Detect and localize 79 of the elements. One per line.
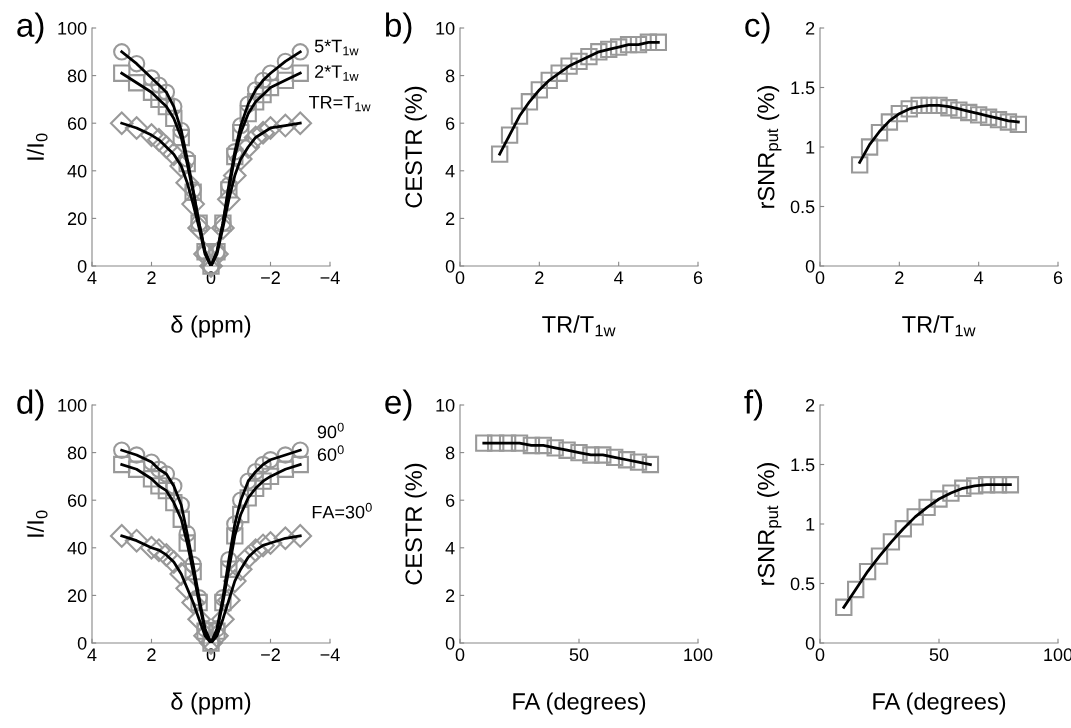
x-tick-label: 6 [693,271,703,285]
y-tick-label: 8 [445,69,455,83]
x-tick-label: −4 [320,271,340,284]
x-tick-label: 4 [974,271,984,284]
series-label: 2*T$_{1w}$ [315,65,359,81]
x-axis-title: FA (degrees) [513,692,646,715]
y-tick-label: 60 [67,117,87,130]
chart-title: a) [17,12,44,44]
x-tick-label: −4 [320,648,340,661]
x-axis-title: δ (ppm) [171,315,251,338]
x-tick-label: 100 [684,648,713,662]
y-tick-label: 10 [436,398,455,412]
y-tick-label: 20 [67,212,87,226]
y-axis-title: rSNR$_{put}$ (%) [757,86,782,208]
y-tick-label: 0 [77,636,87,650]
x-tick-label: 2 [147,648,156,661]
chart-title: d) [17,389,44,421]
y-tick-label: 0 [805,259,815,273]
x-axis-title: FA (degrees) [873,692,1006,715]
x-axis-title: δ (ppm) [171,692,251,715]
y-tick-label: 60 [67,494,87,507]
x-tick-label: 2 [535,271,544,284]
series-label: 60$^{0}$ [317,445,344,461]
x-axis-title: TR/T$_{1w}$ [902,315,976,337]
x-tick-label: 50 [929,648,949,662]
y-tick-label: 0 [77,259,87,273]
y-tick-label: 8 [445,446,455,460]
y-tick-label: 4 [445,541,455,555]
x-tick-label: 50 [569,648,589,662]
series-label: FA=30$^{0}$ [312,502,372,519]
x-tick-label: 0 [455,648,465,662]
y-axis-title: CESTR (%) [404,86,427,208]
x-tick-label: 2 [895,271,904,284]
y-tick-label: 1.5 [791,81,815,95]
y-axis-title: rSNR$_{put}$ (%) [757,463,782,585]
y-tick-label: 6 [446,494,455,507]
y-tick-label: 2 [446,589,455,602]
y-tick-label: 100 [58,21,87,35]
y-tick-label: 2 [446,212,455,225]
x-tick-label: 0 [455,271,465,285]
x-tick-label: 2 [147,271,156,284]
y-tick-label: 0.5 [790,200,815,214]
x-tick-label: 4 [614,271,624,284]
x-tick-label: 4 [87,648,97,661]
chart-title: e) [385,389,412,421]
series-label: 5*T$_{1w}$ [314,39,359,56]
series-label: 90$^{0}$ [317,422,344,439]
y-tick-label: 0 [805,636,815,650]
chart-title: c) [745,12,770,44]
chart-title: b) [385,12,412,44]
y-tick-label: 20 [67,589,87,603]
y-tick-label: 0 [445,636,455,650]
x-tick-label: 0 [815,648,825,662]
y-tick-label: 10 [436,21,455,35]
y-tick-label: 40 [67,541,87,555]
y-tick-label: 0.5 [790,577,815,591]
y-tick-label: 80 [67,446,87,460]
x-axis-title: TR/T$_{1w}$ [542,315,616,337]
series-label: TR=T$_{1w}$ [308,95,371,112]
y-axis-title: I/I$_{0}$ [26,510,48,537]
y-tick-label: 80 [67,69,87,83]
x-tick-label: 4 [87,271,97,284]
x-tick-label: 0 [815,271,825,285]
y-tick-label: 100 [58,398,87,412]
x-tick-label: −2 [261,648,280,661]
x-tick-label: 6 [1053,271,1063,285]
y-tick-label: 1.5 [791,458,815,472]
y-tick-label: 1 [806,518,815,531]
y-tick-label: 1 [806,141,815,154]
y-tick-label: 2 [806,21,815,35]
y-axis-title: I/I$_{0}$ [26,133,48,160]
y-axis-title: CESTR (%) [404,463,427,585]
y-tick-label: 4 [445,164,455,178]
y-tick-label: 6 [446,117,455,130]
chart-title: f) [744,389,763,421]
x-tick-label: −2 [261,271,280,284]
y-tick-label: 40 [67,164,87,178]
y-tick-label: 0 [445,259,455,273]
y-tick-label: 2 [806,398,815,412]
